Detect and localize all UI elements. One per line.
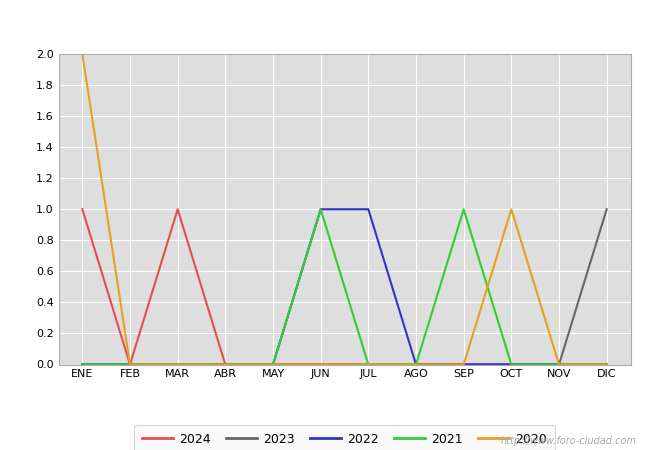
2022 [412,362,420,367]
2024 [460,362,467,367]
2023 [174,362,181,367]
2024 [365,362,372,367]
Text: http://www.foro-ciudad.com: http://www.foro-ciudad.com [501,436,637,446]
2024 [317,362,324,367]
2023 [79,362,86,367]
Line: 2020: 2020 [83,54,606,364]
2021 [174,362,181,367]
2022 [174,362,181,367]
Line: 2021: 2021 [83,209,606,364]
2020 [460,362,467,367]
2021 [555,362,563,367]
2021 [412,362,420,367]
2020 [508,207,515,212]
2023 [317,362,324,367]
2024 [555,362,563,367]
2020 [126,362,134,367]
Legend: 2024, 2023, 2022, 2021, 2020: 2024, 2023, 2022, 2021, 2020 [134,425,555,450]
2022 [365,207,372,212]
Line: 2022: 2022 [83,209,606,364]
2023 [555,362,563,367]
2020 [79,51,86,57]
2023 [269,362,277,367]
2023 [460,362,467,367]
2024 [412,362,420,367]
2022 [317,207,324,212]
2024 [269,362,277,367]
2020 [603,362,610,367]
2020 [269,362,277,367]
2022 [555,362,563,367]
2021 [365,362,372,367]
2021 [460,207,467,212]
2022 [269,362,277,367]
2023 [222,362,229,367]
2023 [126,362,134,367]
2023 [365,362,372,367]
2024 [174,207,181,212]
Line: 2024: 2024 [83,209,606,364]
2022 [460,362,467,367]
2020 [555,362,563,367]
2024 [508,362,515,367]
2022 [222,362,229,367]
2022 [126,362,134,367]
2020 [222,362,229,367]
2024 [222,362,229,367]
2020 [317,362,324,367]
2020 [412,362,420,367]
2024 [126,362,134,367]
2021 [222,362,229,367]
2022 [79,362,86,367]
2020 [365,362,372,367]
2021 [603,362,610,367]
2022 [603,362,610,367]
2022 [508,362,515,367]
2023 [603,207,610,212]
2020 [174,362,181,367]
2023 [508,362,515,367]
2021 [508,362,515,367]
2021 [79,362,86,367]
2021 [269,362,277,367]
2024 [79,207,86,212]
2021 [126,362,134,367]
Text: Matriculaciones de Vehiculos en Almócita: Matriculaciones de Vehiculos en Almócita [138,14,512,32]
2024 [603,362,610,367]
2021 [317,207,324,212]
2023 [412,362,420,367]
Line: 2023: 2023 [83,209,606,364]
